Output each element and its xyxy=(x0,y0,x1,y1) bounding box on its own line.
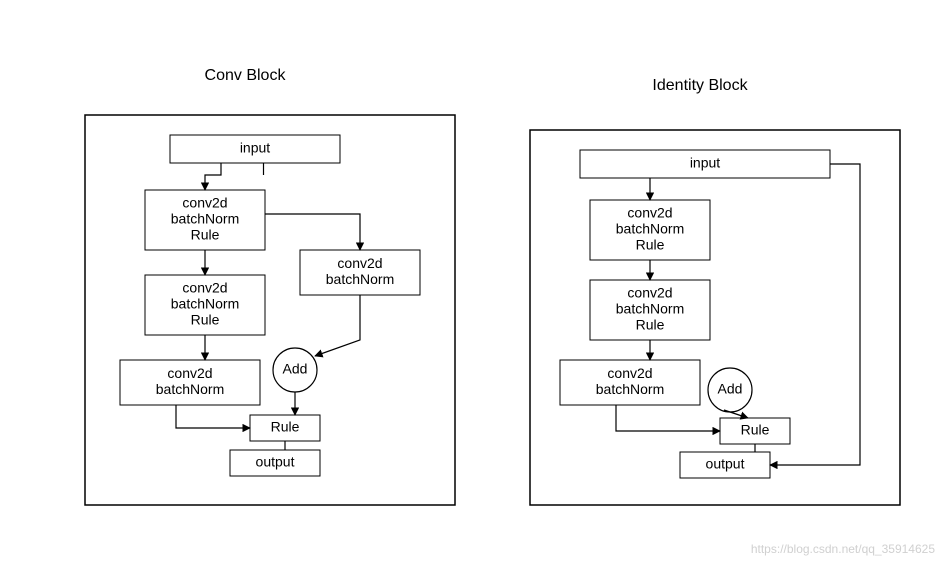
id-c2-label-2: Rule xyxy=(636,317,665,333)
conv-block-title: Conv Block xyxy=(205,67,287,84)
id-add-label: Add xyxy=(718,381,743,397)
edge-id-c3-rule xyxy=(616,405,720,431)
conv-c2-label-1: batchNorm xyxy=(171,296,239,312)
conv-c1-label-2: Rule xyxy=(191,227,220,243)
conv-output-label-0: output xyxy=(256,454,295,470)
conv-rule-label-0: Rule xyxy=(271,419,300,435)
conv-c1-label-0: conv2d xyxy=(182,195,227,211)
edge-c1-side xyxy=(265,214,360,250)
conv-c2-label-2: Rule xyxy=(191,312,220,328)
id-c1-label-1: batchNorm xyxy=(616,221,684,237)
edge-input-c1 xyxy=(205,163,221,190)
id-output-label-0: output xyxy=(706,456,745,472)
id-rule-label-0: Rule xyxy=(741,422,770,438)
conv-input-label-0: input xyxy=(240,140,270,156)
conv-c1-label-1: batchNorm xyxy=(171,211,239,227)
id-c2-label-0: conv2d xyxy=(627,285,672,301)
identity-block-group: inputconv2dbatchNormRuleconv2dbatchNormR… xyxy=(560,150,860,478)
id-c3-label-1: batchNorm xyxy=(596,381,664,397)
id-c3-label-0: conv2d xyxy=(607,365,652,381)
conv-side-label-0: conv2d xyxy=(337,255,382,271)
id-c2-label-1: batchNorm xyxy=(616,301,684,317)
conv-block-group: inputconv2dbatchNormRuleconv2dbatchNormR… xyxy=(120,135,420,476)
conv-add-label: Add xyxy=(283,361,308,377)
identity-block-title: Identity Block xyxy=(652,77,748,94)
edge-c3-rule xyxy=(176,405,250,428)
identity-block-container xyxy=(530,130,900,505)
conv-c3-label-0: conv2d xyxy=(167,365,212,381)
id-input-label-0: input xyxy=(690,155,720,171)
id-c1-label-2: Rule xyxy=(636,237,665,253)
conv-c3-label-1: batchNorm xyxy=(156,381,224,397)
conv-side-label-1: batchNorm xyxy=(326,271,394,287)
watermark: https://blog.csdn.net/qq_35914625 xyxy=(751,542,935,556)
conv-block-container xyxy=(85,115,455,505)
conv-c2-label-0: conv2d xyxy=(182,280,227,296)
edge-side-add xyxy=(315,295,360,356)
id-c1-label-0: conv2d xyxy=(627,205,672,221)
